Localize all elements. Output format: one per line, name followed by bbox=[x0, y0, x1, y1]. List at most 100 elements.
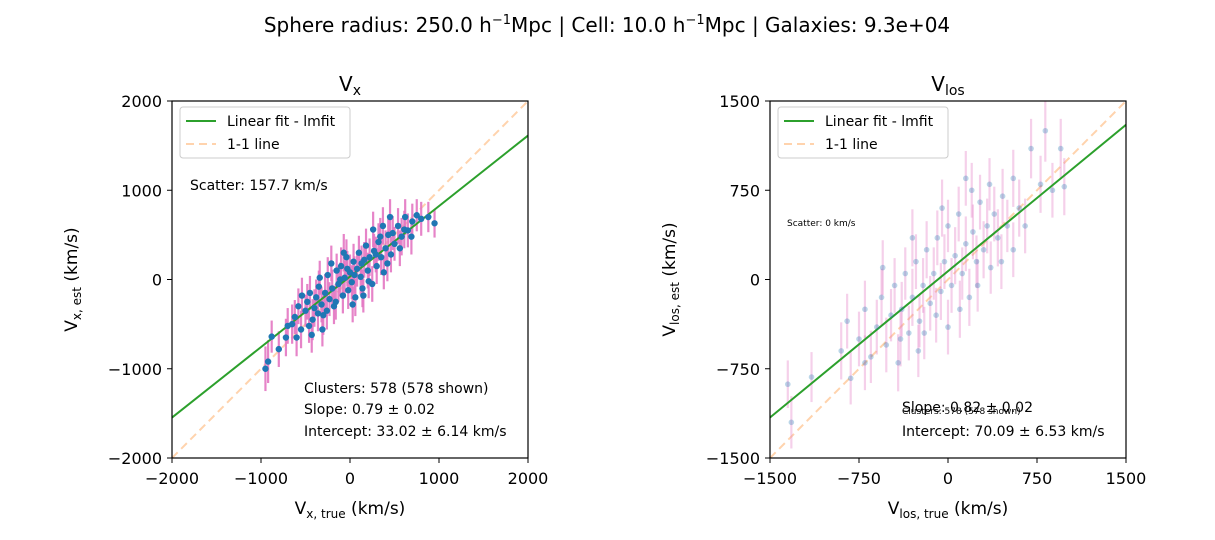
x-axis-label-sub: los, true bbox=[899, 507, 948, 521]
data-point bbox=[337, 262, 345, 270]
y-tick-label: 1500 bbox=[719, 92, 760, 111]
y-tick-label: 2000 bbox=[121, 92, 162, 111]
data-point bbox=[934, 235, 941, 241]
legend-label-identity: 1-1 line bbox=[227, 137, 280, 153]
chart-title: Vx bbox=[339, 72, 361, 99]
data-point bbox=[874, 324, 880, 330]
data-point bbox=[312, 294, 320, 301]
legend: Linear fit - lmfit 1-1 line bbox=[179, 106, 351, 159]
annotation-slope: Slope: 0.82 ± 0.02 bbox=[902, 400, 1033, 416]
data-point bbox=[320, 312, 327, 319]
data-point bbox=[275, 345, 282, 353]
data-point bbox=[431, 220, 438, 227]
data-point bbox=[838, 348, 844, 354]
data-point bbox=[980, 246, 987, 253]
data-point bbox=[1037, 181, 1044, 188]
data-point bbox=[315, 283, 323, 290]
figure-suptitle: Sphere radius: 250.0 h−1Mpc | Cell: 10.0… bbox=[264, 13, 950, 37]
data-point bbox=[362, 242, 370, 249]
data-point bbox=[923, 246, 930, 253]
data-point bbox=[326, 295, 333, 303]
data-point bbox=[409, 218, 416, 225]
data-point bbox=[304, 298, 311, 306]
data-point bbox=[391, 240, 398, 247]
data-point bbox=[298, 292, 306, 299]
data-point bbox=[973, 258, 980, 265]
data-point bbox=[878, 294, 885, 301]
data-point bbox=[1028, 145, 1034, 152]
data-point bbox=[380, 269, 388, 276]
data-point bbox=[398, 233, 405, 240]
x-axis-label-unit: (km/s) bbox=[346, 499, 406, 519]
data-point bbox=[984, 223, 990, 229]
data-point bbox=[340, 249, 347, 256]
data-point bbox=[293, 334, 300, 341]
y-tick-label: 0 bbox=[152, 271, 162, 290]
data-point bbox=[986, 181, 993, 188]
data-point bbox=[359, 285, 366, 292]
data-point bbox=[309, 316, 316, 323]
x-tick-label: 2000 bbox=[508, 469, 549, 488]
data-point bbox=[1049, 187, 1056, 194]
data-point bbox=[916, 318, 923, 324]
data-point bbox=[968, 187, 975, 194]
data-point bbox=[930, 270, 937, 277]
data-point bbox=[333, 267, 340, 274]
data-point bbox=[262, 365, 269, 372]
data-point bbox=[915, 348, 922, 354]
data-point bbox=[883, 342, 890, 348]
data-point bbox=[998, 258, 1005, 265]
data-point bbox=[785, 381, 791, 388]
data-point bbox=[941, 258, 948, 265]
data-point bbox=[345, 287, 352, 294]
data-point bbox=[401, 213, 409, 221]
data-point bbox=[373, 262, 380, 270]
data-point bbox=[386, 213, 394, 221]
data-point bbox=[364, 267, 371, 274]
annotation-slope: Slope: 0.79 ± 0.02 bbox=[304, 402, 435, 418]
data-point bbox=[377, 253, 385, 261]
data-point bbox=[1061, 183, 1068, 190]
y-tick-label: 750 bbox=[729, 181, 760, 200]
data-point bbox=[375, 238, 382, 246]
data-point bbox=[999, 193, 1006, 199]
y-axis-label: Vx, est (km/s) bbox=[62, 227, 84, 331]
x-tick-label: −750 bbox=[837, 469, 881, 488]
data-point bbox=[939, 205, 945, 211]
y-axis-label: Vlos, est (km/s) bbox=[660, 222, 682, 336]
data-point bbox=[987, 264, 994, 271]
data-point bbox=[1010, 175, 1017, 182]
panel-vx: −2000 −1000 0 1000 2000 −2000 −1000 0 1000 2000 Vx… bbox=[62, 72, 548, 521]
data-point bbox=[268, 333, 275, 340]
data-point bbox=[350, 258, 357, 265]
data-point bbox=[337, 276, 344, 283]
y-tick-label: −750 bbox=[716, 360, 760, 379]
x-tick-label: 750 bbox=[1022, 469, 1053, 488]
x-axis-label: Vx, true (km/s) bbox=[295, 499, 406, 521]
data-point bbox=[382, 245, 389, 252]
data-point bbox=[297, 326, 305, 333]
x-tick-label: −1000 bbox=[234, 469, 288, 488]
data-point bbox=[305, 322, 313, 330]
y-tick-label: −2000 bbox=[108, 449, 162, 468]
plot-area bbox=[172, 101, 528, 458]
data-point bbox=[995, 235, 1001, 241]
x-tick-label: 1000 bbox=[419, 469, 460, 488]
data-point bbox=[920, 282, 926, 289]
data-point bbox=[348, 278, 355, 286]
data-point bbox=[844, 318, 850, 324]
data-point bbox=[394, 222, 402, 230]
data-point bbox=[291, 313, 299, 321]
data-point bbox=[311, 304, 318, 312]
data-point bbox=[1022, 223, 1028, 229]
data-point bbox=[401, 226, 408, 233]
data-point bbox=[389, 229, 396, 237]
data-point bbox=[1042, 127, 1049, 134]
data-point bbox=[991, 211, 998, 217]
x-tick-label: 1500 bbox=[1106, 469, 1147, 488]
data-point bbox=[306, 289, 314, 297]
data-point bbox=[891, 282, 898, 289]
y-tick-label: 1000 bbox=[121, 181, 162, 200]
